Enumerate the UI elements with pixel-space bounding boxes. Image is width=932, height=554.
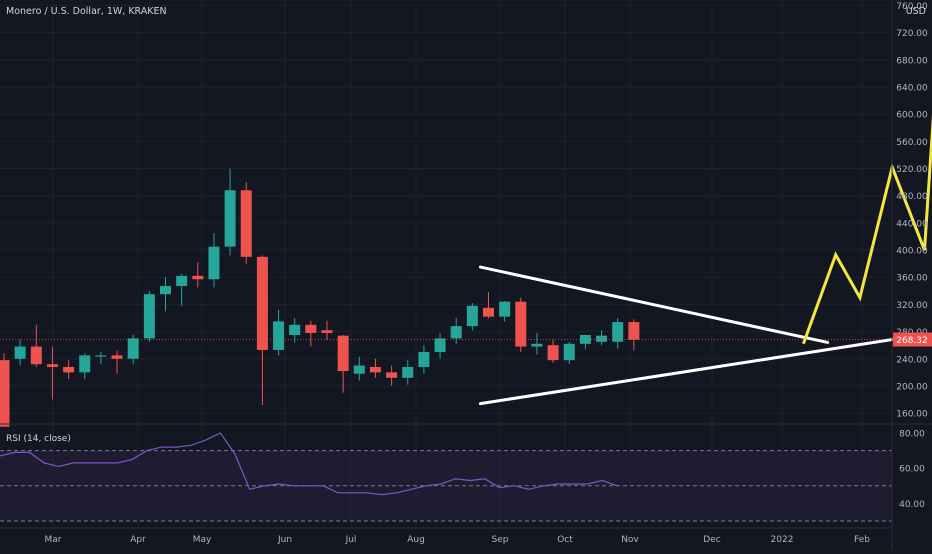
symbol-title: Monero / U.S. Dollar, 1W, KRAKEN (6, 6, 167, 17)
candle-body (596, 335, 608, 342)
candle-body (386, 372, 398, 378)
rsi-panel[interactable] (0, 432, 892, 522)
candle-body (273, 321, 285, 350)
candle-body (499, 301, 511, 317)
time-tick-label: Feb (854, 535, 870, 545)
candle-body (79, 355, 91, 373)
rsi-tick-label: 40.00 (899, 500, 925, 510)
currency-label[interactable]: USD (906, 6, 926, 17)
candle-body (547, 345, 559, 361)
current-price-label: 268.32 (896, 336, 928, 346)
candle-body (143, 294, 155, 339)
candle-body (418, 351, 430, 367)
price-tick-label: 160.00 (896, 410, 928, 420)
time-tick-label: Mar (45, 535, 62, 545)
rsi-line (0, 432, 618, 496)
rsi-legend-label: RSI (14, close) (6, 434, 71, 444)
price-tick-label: 600.00 (896, 111, 928, 121)
time-tick-label: Apr (130, 535, 146, 545)
time-tick-label: Nov (621, 535, 639, 545)
candle-body (402, 366, 414, 378)
price-tick-label: 400.00 (896, 247, 928, 257)
candle-body (127, 338, 139, 359)
candle-body (176, 275, 188, 287)
price-tick-label: 320.00 (896, 301, 928, 311)
price-tick-label: 760.00 (896, 2, 928, 12)
candle-body (628, 322, 640, 340)
candle-body (531, 343, 543, 347)
grid (0, 0, 892, 528)
axes-layer: 160.00200.00240.00280.00320.00360.00400.… (45, 2, 932, 545)
candle-body (305, 324, 317, 333)
candle-body (30, 346, 42, 365)
price-tick-label: 560.00 (896, 138, 928, 148)
candle-body (321, 330, 333, 333)
candle-body (466, 305, 478, 327)
drawings-layer (0, 114, 932, 406)
time-tick-label: Aug (407, 535, 425, 545)
time-tick-label: Sep (492, 535, 509, 545)
time-tick-label: Jun (277, 535, 292, 545)
candle-body (256, 256, 268, 350)
price-tick-label: 680.00 (896, 56, 928, 66)
candle-body (63, 366, 75, 373)
candle-body (111, 355, 123, 359)
candle-body (289, 324, 301, 335)
current-price-badge (893, 332, 932, 347)
price-tick-label: 440.00 (896, 219, 928, 229)
price-tick-label: 360.00 (896, 274, 928, 284)
time-tick-label: May (193, 535, 212, 545)
candle-body (160, 286, 171, 295)
time-tick-label: 2022 (771, 535, 794, 545)
trend-line (478, 265, 830, 344)
candle-body (0, 360, 10, 427)
candle-body (95, 355, 107, 357)
time-tick-label: Jul (345, 535, 357, 545)
rsi-tick-label: 60.00 (899, 465, 925, 475)
candle-body (337, 335, 349, 371)
time-tick-label: Dec (703, 535, 720, 545)
candle-body (192, 275, 204, 280)
projection-path (801, 114, 932, 345)
price-tick-label: 240.00 (896, 355, 928, 365)
candle-body (208, 246, 220, 280)
candle-body (434, 338, 446, 352)
candle-body (14, 346, 26, 359)
candle-body (46, 364, 58, 367)
price-tick-label: 640.00 (896, 83, 928, 93)
candles-layer (0, 168, 640, 427)
candle-body (563, 343, 575, 361)
candle-body (240, 190, 252, 257)
price-tick-label: 520.00 (896, 165, 928, 175)
time-tick-label: Oct (557, 535, 573, 545)
candle-body (353, 365, 365, 374)
price-tick-label: 200.00 (896, 382, 928, 392)
candle-body (369, 366, 381, 373)
trend-line (478, 335, 910, 406)
candle-body (515, 301, 527, 347)
price-tick-label: 720.00 (896, 29, 928, 39)
price-tick-label: 480.00 (896, 192, 928, 202)
candle-body (224, 190, 236, 247)
rsi-tick-label: 80.00 (899, 430, 925, 440)
candle-body (612, 322, 624, 342)
candle-body (483, 307, 494, 317)
candle-body (450, 326, 462, 339)
